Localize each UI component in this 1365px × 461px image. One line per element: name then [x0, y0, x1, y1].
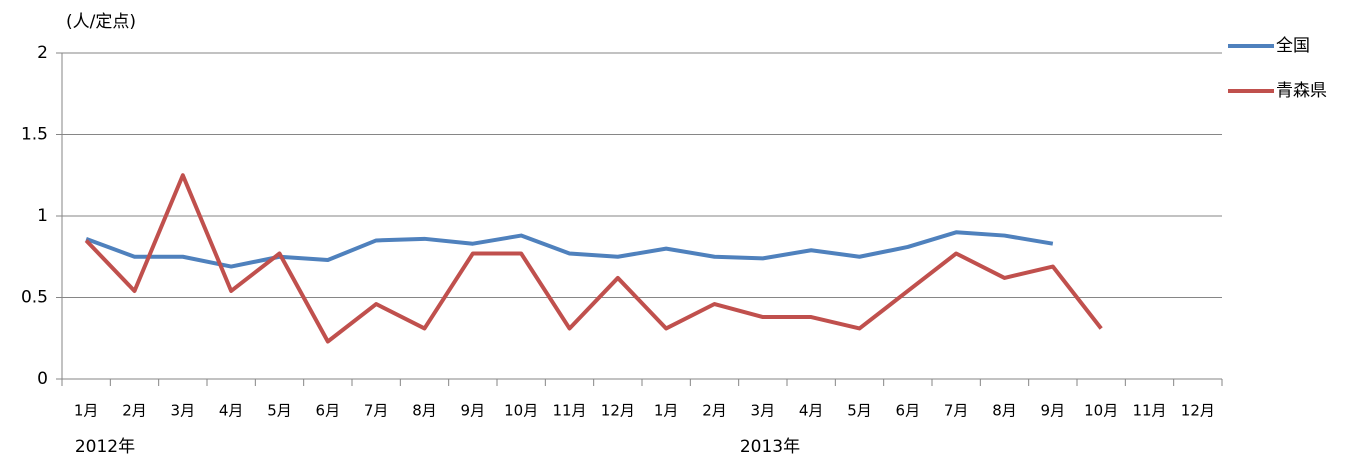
x-tick-label: 4月 [219, 402, 244, 420]
x-tick-label: 10月 [1084, 402, 1118, 420]
x-tick-label: 9月 [461, 402, 486, 420]
x-tick-label: 11月 [1132, 402, 1166, 420]
y-tick-label: 1.5 [21, 125, 48, 145]
x-tick-label: 6月 [896, 402, 921, 420]
x-tick-label: 12月 [601, 402, 635, 420]
x-tick-label: 12月 [1181, 402, 1215, 420]
x-tick-label: 7月 [364, 402, 389, 420]
x-tick-label: 4月 [799, 402, 824, 420]
x-tick-label: 3月 [171, 402, 196, 420]
y-axis-label: (人/定点) [66, 12, 136, 32]
x-tick-label: 1月 [74, 402, 99, 420]
x-tick-label: 2月 [122, 402, 147, 420]
year-label: 2013年 [740, 437, 800, 457]
x-tick-label: 8月 [412, 402, 437, 420]
x-tick-label: 9月 [1041, 402, 1066, 420]
x-tick-label: 5月 [267, 402, 292, 420]
series-line [85, 230, 1054, 269]
y-tick-label: 2 [37, 43, 48, 63]
x-tick-label: 8月 [992, 402, 1017, 420]
legend-label: 全国 [1276, 36, 1310, 56]
x-tick-label: 2月 [702, 402, 727, 420]
x-tick-label: 7月 [944, 402, 969, 420]
x-tick-label: 5月 [847, 402, 872, 420]
y-tick-label: 0 [37, 369, 48, 389]
year-label: 2012年 [75, 437, 135, 457]
series-line [84, 173, 1103, 344]
x-tick-label: 11月 [552, 402, 586, 420]
x-tick-label: 6月 [316, 402, 341, 420]
x-tick-label: 3月 [751, 402, 776, 420]
y-tick-label: 0.5 [21, 288, 48, 308]
legend-label: 青森県 [1276, 81, 1327, 101]
y-tick-label: 1 [37, 206, 48, 226]
x-tick-label: 1月 [654, 402, 679, 420]
x-tick-label: 10月 [504, 402, 538, 420]
